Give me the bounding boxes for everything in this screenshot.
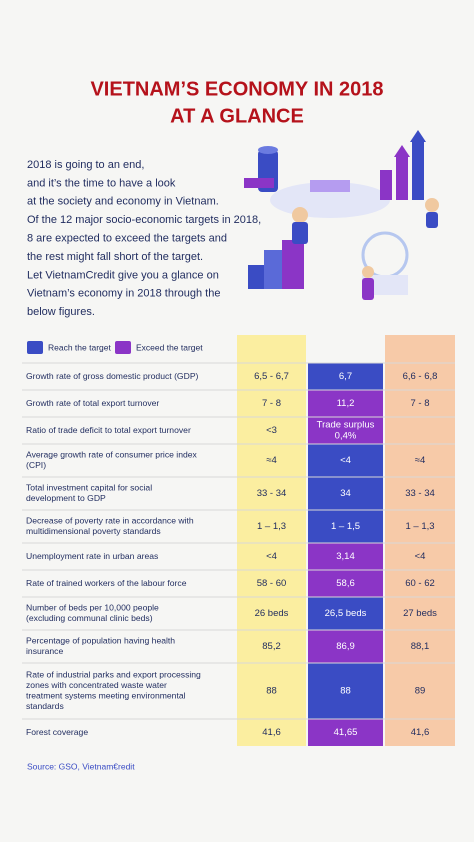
estimated-cell-bg xyxy=(308,543,383,570)
row-label: Rate of industrial parks and export proc… xyxy=(26,670,201,680)
column-bg xyxy=(308,335,383,363)
row-label: Decrease of poverty rate in accordance w… xyxy=(26,516,194,526)
cell: 6,6 - 6,8 xyxy=(403,371,438,382)
cell: 60 - 62 xyxy=(405,578,435,589)
intro-line: Vietnam’s economy in 2018 through the xyxy=(27,288,220,300)
cell: <4 xyxy=(266,551,277,562)
legend-swatch xyxy=(115,341,131,354)
cell: 3,14 xyxy=(336,551,355,562)
row-label: Ratio of trade deficit to total export t… xyxy=(26,425,191,435)
row-label: (excluding communal clinic beds) xyxy=(26,613,153,623)
cell: 7 - 8 xyxy=(410,398,429,409)
cell: <4 xyxy=(340,455,351,466)
cell: <3 xyxy=(266,425,277,436)
column-bg xyxy=(237,335,306,746)
row-label: development to GDP xyxy=(26,493,106,503)
cell: 33 - 34 xyxy=(257,488,287,499)
row-label: multidimensional poverty standards xyxy=(26,526,161,536)
cell: 1 – 1,5 xyxy=(331,521,360,532)
row-label: Percentage of population having health xyxy=(26,636,175,646)
estimated-cell-bg xyxy=(308,597,383,630)
cell: 11,2 xyxy=(337,398,355,409)
estimated-cell-bg xyxy=(308,444,383,477)
row-label: Growth rate of total export turnover xyxy=(26,398,159,408)
intro-line: Let VietnamCredit give you a glance on xyxy=(27,269,219,281)
legend-label: Reach the target xyxy=(48,342,111,352)
cell: 34 xyxy=(340,488,351,499)
cell: 26 beds xyxy=(255,608,289,619)
cell: 89 xyxy=(415,686,426,697)
intro-line: at the society and economy in Vietnam. xyxy=(27,196,219,208)
cell: 86,9 xyxy=(336,641,355,652)
source: Source: GSO, Vietnam€redit xyxy=(27,761,135,771)
estimated-cell-bg xyxy=(308,570,383,597)
intro-line: 2018 is going to an end, xyxy=(27,159,144,171)
intro-line: Of the 12 major socio-economic targets i… xyxy=(27,214,261,226)
row-label: Growth rate of gross domestic product (G… xyxy=(26,371,199,381)
title-line: AT A GLANCE xyxy=(170,105,304,127)
cell: 27 beds xyxy=(403,608,437,619)
row-label: Unemployment rate in urban areas xyxy=(26,551,158,561)
cell: 1 – 1,3 xyxy=(257,521,286,532)
cell: 6,7 xyxy=(339,371,352,382)
row-label: Average growth rate of consumer price in… xyxy=(26,450,198,460)
row-label: (CPI) xyxy=(26,460,46,470)
cell: 41,6 xyxy=(411,727,430,738)
cell: 41,6 xyxy=(262,727,281,738)
row-label: treatment systems meeting environmental xyxy=(26,691,186,701)
row-label: Rate of trained workers of the labour fo… xyxy=(26,578,187,588)
cell: ≈4 xyxy=(415,455,426,466)
estimated-cell-bg xyxy=(308,510,383,543)
estimated-cell-bg xyxy=(308,390,383,417)
estimated-cell-bg xyxy=(308,417,383,444)
cell: 88 xyxy=(266,686,277,697)
intro-line: and it’s the time to have a look xyxy=(27,177,176,189)
row-label: zones with concentrated waste water xyxy=(26,680,167,690)
cell: <4 xyxy=(415,551,426,562)
cell: 58,6 xyxy=(336,578,355,589)
cell: 7 - 8 xyxy=(262,398,281,409)
title-line: VIETNAM’S ECONOMY IN 2018 xyxy=(90,78,383,100)
cell: Trade surplus xyxy=(317,420,375,431)
estimated-cell-bg xyxy=(308,663,383,719)
row-label: insurance xyxy=(26,646,63,656)
legend-swatch xyxy=(27,341,43,354)
cell: ≈4 xyxy=(266,455,277,466)
cell: 26,5 beds xyxy=(325,608,367,619)
cell: 0,4% xyxy=(335,431,357,442)
illustration xyxy=(244,130,439,300)
estimated-cell-bg xyxy=(308,630,383,663)
estimated-cell-bg xyxy=(308,363,383,390)
intro-line: the rest might fall short of the target. xyxy=(27,251,203,263)
column-bg xyxy=(385,335,455,746)
cell: 88 xyxy=(340,686,351,697)
cell: 6,5 - 6,7 xyxy=(254,371,289,382)
cell: 33 - 34 xyxy=(405,488,435,499)
row-label: Number of beds per 10,000 people xyxy=(26,603,159,613)
row-label: standards xyxy=(26,701,64,711)
row-label: Forest coverage xyxy=(26,727,88,737)
cell: 85,2 xyxy=(262,641,281,652)
cell: 41,65 xyxy=(334,727,358,738)
cell: 58 - 60 xyxy=(257,578,287,589)
estimated-cell-bg xyxy=(308,719,383,746)
estimated-cell-bg xyxy=(308,477,383,510)
intro-line: 8 are expected to exceed the targets and xyxy=(27,233,227,245)
intro-line: below figures. xyxy=(27,306,95,318)
row-label: Total investment capital for social xyxy=(26,483,152,493)
cell: 1 – 1,3 xyxy=(405,521,434,532)
cell: 88,1 xyxy=(411,641,430,652)
legend-label: Exceed the target xyxy=(136,342,203,352)
